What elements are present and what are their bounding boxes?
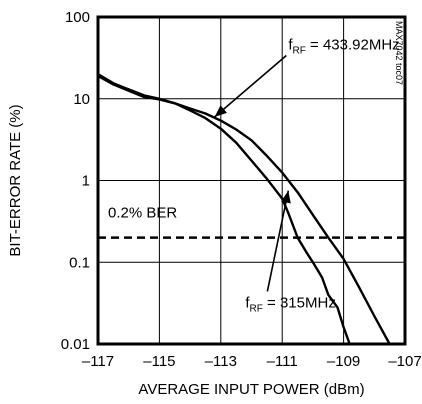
x-tick-label: –111 bbox=[267, 353, 298, 370]
x-tick-label: –115 bbox=[143, 353, 175, 370]
series-line-1 bbox=[97, 74, 351, 345]
annotation-arrowhead-1 bbox=[281, 190, 291, 204]
annotation-arrow-0 bbox=[214, 54, 287, 118]
y-tick-label: 100 bbox=[65, 9, 90, 26]
series-label-0: fRF = 433.92MHz bbox=[288, 37, 399, 57]
annotation-group: fRF = 433.92MHz fRF = 315MHz bbox=[214, 37, 400, 314]
y-tick-labels: 100 10 1 0.1 0.01 bbox=[61, 9, 90, 353]
x-tick-label: –117 bbox=[82, 353, 114, 370]
x-axis-title: AVERAGE INPUT POWER (dBm) bbox=[138, 381, 364, 398]
y-tick-label: 0.01 bbox=[61, 336, 90, 353]
x-tick-label: –113 bbox=[205, 353, 237, 370]
series-group bbox=[97, 73, 391, 345]
x-tick-label: –109 bbox=[327, 353, 360, 370]
figure-id-label: MAX7042 toc07 bbox=[394, 21, 404, 85]
x-tick-label: –107 bbox=[388, 353, 421, 370]
ber-reference-label: 0.2% BER bbox=[108, 205, 177, 222]
y-tick-label: 1 bbox=[82, 173, 90, 190]
annotation-arrow-1 bbox=[266, 190, 290, 292]
reference-line-group: 0.2% BER bbox=[98, 205, 405, 239]
y-tick-label: 0.1 bbox=[69, 254, 90, 271]
series-line-0 bbox=[97, 73, 391, 345]
x-tick-labels: –117 –115 –113 –111 –109 –107 bbox=[82, 353, 422, 370]
series-label-1: fRF = 315MHz bbox=[245, 294, 335, 314]
plot-frame bbox=[96, 15, 407, 346]
grid bbox=[98, 17, 405, 344]
annotation-arrowhead-0 bbox=[214, 105, 227, 117]
y-tick-label: 10 bbox=[73, 91, 90, 108]
y-axis-title: BIT-ERROR RATE (%) bbox=[7, 104, 24, 256]
